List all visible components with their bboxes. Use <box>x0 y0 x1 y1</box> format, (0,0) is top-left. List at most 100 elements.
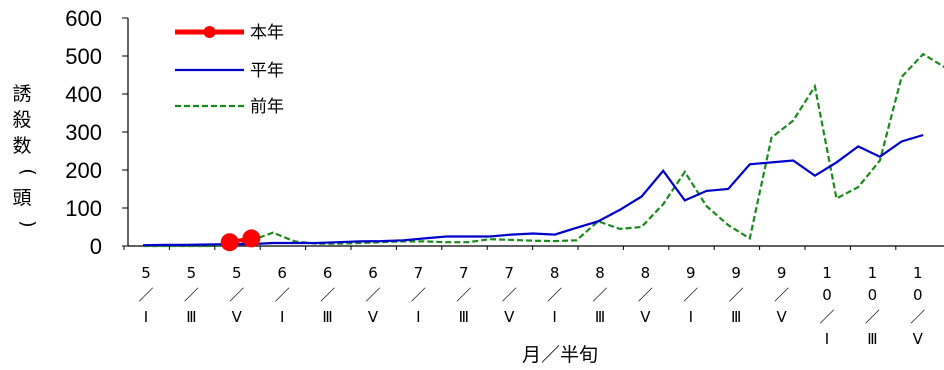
x-tick-label-line: ／ <box>865 308 880 326</box>
x-tick-label-line: Ⅴ <box>504 308 515 326</box>
y-tick-label: 0 <box>90 234 102 259</box>
x-tick-label-line: 6 <box>368 264 378 282</box>
x-tick-label: 7 ／ Ⅰ <box>411 264 426 326</box>
x-tick-label-line: Ⅴ <box>640 308 651 326</box>
y-tick-label: 200 <box>65 158 102 183</box>
x-tick-label-line: ／ <box>729 286 744 304</box>
x-tick-label: 5 ／ Ⅰ <box>138 264 153 326</box>
x-tick-label-line: 6 <box>323 264 333 282</box>
x-tick-label-line: 0 <box>822 286 832 304</box>
y-tick-label: 600 <box>65 6 102 31</box>
y-tick-label: 500 <box>65 44 102 69</box>
series-line-2 <box>143 52 944 248</box>
x-tick-label-line: Ⅰ <box>825 330 829 348</box>
x-tick-label: 9 ／ Ⅴ <box>774 264 789 326</box>
x-tick-label-line: Ⅲ <box>867 330 877 348</box>
x-tick-label: 1 0 ／ Ⅴ <box>910 264 925 348</box>
x-tick-label-line: 9 <box>686 264 696 282</box>
x-tick-label-line: 0 <box>868 286 878 304</box>
x-tick-label-line: ／ <box>138 286 153 304</box>
y-axis-title-char: 頭 <box>12 187 31 209</box>
x-tick-label-line: ／ <box>683 286 698 304</box>
x-tick-label-line: ／ <box>456 286 471 304</box>
y-axis-title-char: 誘 <box>12 83 31 105</box>
legend-label: 本年 <box>250 23 284 43</box>
x-tick-label-line: 8 <box>595 264 605 282</box>
x-tick-label-line: ／ <box>411 286 426 304</box>
y-axis-title: 誘殺数 ( 頭) <box>12 83 39 228</box>
x-tick-label-line: 8 <box>550 264 560 282</box>
x-tick-label-line: 5 <box>141 264 151 282</box>
x-tick-label-line: 7 <box>414 264 424 282</box>
x-tick-label-line: ／ <box>365 286 380 304</box>
x-tick-label-line: Ⅴ <box>913 330 924 348</box>
y-axis-title-char: ) <box>17 220 39 227</box>
x-tick-label-line: 5 <box>232 264 242 282</box>
x-ticks: 5／Ⅰ5／Ⅲ5／Ⅴ6／Ⅰ6／Ⅲ6／Ⅴ7／Ⅰ7／Ⅲ7／Ⅴ8／Ⅰ8／Ⅲ8／Ⅴ9／Ⅰ9… <box>123 246 925 348</box>
x-tick-label-line: Ⅴ <box>776 308 787 326</box>
x-tick-label-line: Ⅰ <box>144 308 148 326</box>
x-tick-label: 9 ／ Ⅰ <box>683 264 698 326</box>
legend-marker <box>203 26 216 38</box>
x-tick-label-line: 8 <box>641 264 651 282</box>
x-tick-label-line: ／ <box>819 308 834 326</box>
x-tick-label: 8 ／ Ⅴ <box>638 264 653 326</box>
x-tick-label: 6 ／ Ⅲ <box>320 264 335 326</box>
x-tick-label-line: ／ <box>547 286 562 304</box>
x-tick-label: 8 ／ Ⅰ <box>547 264 562 326</box>
x-tick-label: 1 0 ／ Ⅰ <box>819 264 834 348</box>
x-tick-label-line: 1 <box>822 264 832 282</box>
x-tick-label: 8 ／ Ⅲ <box>592 264 607 326</box>
x-tick-label: 9 ／ Ⅲ <box>729 264 744 326</box>
axes <box>127 18 944 247</box>
y-ticks: 0 100 200 300 400 500 600 <box>65 6 128 259</box>
x-tick-label-line: 1 <box>868 264 878 282</box>
x-tick-label: 6 ／ Ⅰ <box>275 264 290 326</box>
series-point <box>242 229 261 248</box>
x-tick-label-line: ／ <box>502 286 517 304</box>
x-tick-label-line: Ⅲ <box>595 308 605 326</box>
x-tick-label-line: Ⅰ <box>552 308 556 326</box>
x-tick-label-line: ／ <box>184 286 199 304</box>
x-tick-label-line: Ⅲ <box>186 308 196 326</box>
x-tick-label-line: 9 <box>731 264 741 282</box>
legend-label: 平年 <box>250 61 284 81</box>
x-tick-label-line: 7 <box>504 264 514 282</box>
x-tick-label-line: ／ <box>275 286 290 304</box>
x-tick-label-line: 0 <box>913 286 923 304</box>
x-tick-label-line: Ⅲ <box>731 308 741 326</box>
x-tick-label-line: 7 <box>459 264 469 282</box>
y-axis-title-char: ( <box>17 168 39 175</box>
series-lines <box>142 52 944 252</box>
x-tick-label-line: Ⅲ <box>459 308 469 326</box>
x-tick-label: 7 ／ Ⅲ <box>456 264 471 326</box>
y-tick-label: 300 <box>65 120 102 145</box>
y-tick-label: 100 <box>65 196 102 221</box>
y-axis-title-char: 数 <box>12 135 31 157</box>
x-tick-label: 6 ／ Ⅴ <box>365 264 380 326</box>
x-tick-label-line: ／ <box>774 286 789 304</box>
axis-titles: 月／半旬 誘殺数 (頭) <box>12 83 598 366</box>
y-tick-label: 400 <box>65 82 102 107</box>
x-tick-label-line: Ⅰ <box>280 308 284 326</box>
x-tick-label-line: ／ <box>910 308 925 326</box>
x-tick-label-line: 9 <box>777 264 787 282</box>
y-axis-title-char: 殺 <box>12 109 31 131</box>
x-tick-label-line: ／ <box>320 286 335 304</box>
x-tick-label: 1 0 ／ Ⅲ <box>865 264 880 348</box>
series-line-1 <box>142 133 924 247</box>
x-tick-label-line: Ⅲ <box>322 308 332 326</box>
x-tick-label-line: ／ <box>638 286 653 304</box>
x-tick-label-line: ／ <box>229 286 244 304</box>
x-tick-label: 5 ／ Ⅲ <box>184 264 199 326</box>
x-tick-label-line: 6 <box>277 264 287 282</box>
x-tick-label-line: Ⅰ <box>416 308 420 326</box>
x-tick-label-line: 1 <box>913 264 923 282</box>
x-tick-label-line: ／ <box>592 286 607 304</box>
x-tick-label: 7 ／ Ⅴ <box>502 264 517 326</box>
series-point <box>220 233 239 252</box>
legend-label: 前年 <box>250 97 284 117</box>
x-tick-label: 5 ／ Ⅴ <box>229 264 244 326</box>
